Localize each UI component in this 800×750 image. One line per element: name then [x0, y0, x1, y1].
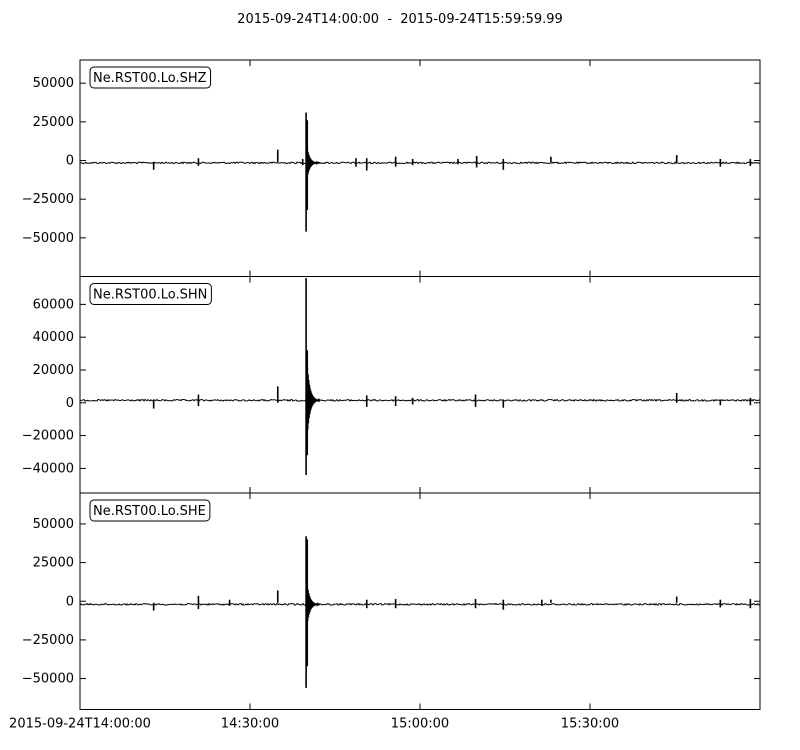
panel-frame — [79, 59, 761, 277]
y-tick-label: 0 — [66, 396, 74, 411]
trace-label: Ne.RST00.Lo.SHZ — [93, 71, 207, 86]
trace-label-box — [89, 283, 212, 305]
y-tick-label: 50000 — [33, 517, 74, 532]
x-tick-label: 14:30:00 — [221, 717, 279, 732]
x-tick-label: 15:30:00 — [561, 717, 619, 732]
trace-coda — [306, 580, 321, 626]
x-tick-label: 2015-09-24T14:00:00 — [9, 717, 151, 732]
trace-panel-3: 50000 25000 0 −25000 −50000 Ne.RST00.Lo.SHE — [22, 492, 761, 710]
y-tick-label: 50000 — [33, 76, 74, 91]
y-tick-label: −50000 — [22, 672, 74, 687]
y-tick-label: 0 — [66, 154, 74, 169]
trace-coda — [306, 357, 321, 439]
trace-label: Ne.RST00.Lo.SHE — [93, 504, 206, 519]
y-tick-label: 40000 — [33, 330, 74, 345]
y-tick-label: 0 — [66, 594, 74, 609]
trace-coda — [306, 145, 321, 179]
y-tick-label: −25000 — [22, 192, 74, 207]
chart-title: 2015-09-24T14:00:00 - 2015-09-24T15:59:5… — [237, 12, 563, 27]
trace-baseline — [79, 161, 761, 165]
trace-label-box — [89, 66, 212, 89]
trace-panel-1: 50000 25000 0 −25000 −50000 Ne.RST00.Lo.SHZ — [22, 59, 761, 277]
y-tick-label: 20000 — [33, 363, 74, 378]
y-tick-label: −50000 — [22, 231, 74, 246]
y-tick-label: 60000 — [33, 297, 74, 312]
trace-baseline — [79, 602, 761, 606]
y-tick-label: −25000 — [22, 633, 74, 648]
trace-panel-2: 60000 40000 20000 0 −20000 −40000 Ne.RST00.Lo.… — [22, 276, 761, 494]
y-tick-label: −20000 — [22, 429, 74, 444]
x-tick-label: 15:00:00 — [391, 717, 449, 732]
trace-label: Ne.RST00.Lo.SHN — [93, 288, 207, 303]
panel-frame — [79, 492, 761, 710]
y-tick-label: 25000 — [33, 115, 74, 130]
y-tick-label: −40000 — [22, 461, 74, 476]
y-tick-label: 25000 — [33, 556, 74, 571]
trace-baseline — [79, 398, 761, 402]
trace-label-box — [89, 499, 211, 522]
panel-frame — [79, 276, 761, 494]
